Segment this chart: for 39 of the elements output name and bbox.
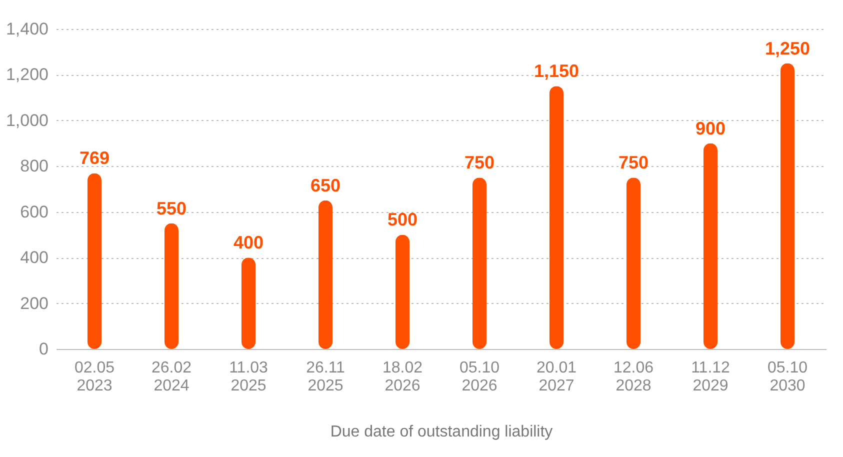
x-tick-label: 05.10 2026 — [459, 360, 500, 394]
bar — [164, 223, 178, 349]
data-label: 550 — [156, 198, 187, 218]
y-tick-label: 0 — [39, 340, 48, 358]
x-tick-label: 18.02 2026 — [382, 360, 423, 394]
data-label: 1,150 — [534, 61, 580, 82]
y-tick-label: 1,200 — [6, 65, 48, 84]
x-tick-label: 26.02 2024 — [151, 360, 192, 394]
data-label: 650 — [310, 175, 341, 196]
data-label: 769 — [79, 148, 110, 168]
x-axis-title: Due date of outstanding liability — [330, 424, 553, 440]
bar — [780, 63, 794, 349]
bar — [318, 200, 332, 349]
bar — [472, 178, 486, 349]
data-label: 900 — [695, 118, 726, 138]
x-tick-label: 11.12 2029 — [691, 360, 730, 394]
x-tick-label: 12.06 2028 — [613, 360, 654, 394]
x-tick-label: 11.03 2025 — [229, 360, 268, 394]
y-tick-label: 1,000 — [6, 110, 48, 130]
bar — [396, 234, 410, 349]
data-label: 750 — [618, 152, 649, 173]
data-label: 1,250 — [764, 38, 810, 58]
bar — [88, 173, 102, 349]
bar — [550, 86, 564, 349]
y-tick-label: 800 — [20, 156, 48, 176]
bar — [626, 178, 640, 349]
bar — [242, 258, 256, 349]
x-tick-label: 02.05 2023 — [74, 360, 115, 394]
y-tick-label: 400 — [20, 248, 48, 268]
data-label: 500 — [387, 210, 418, 230]
x-tick-label: 05.10 2030 — [767, 360, 808, 394]
x-tick-label: 26.11 2025 — [306, 360, 346, 394]
y-tick-label: 1,400 — [6, 20, 48, 38]
y-tick-label: 600 — [20, 202, 48, 222]
y-tick-label: 200 — [20, 294, 48, 313]
x-tick-label: 20.01 2027 — [536, 360, 577, 394]
data-label: 400 — [233, 232, 264, 253]
bar — [704, 143, 718, 349]
data-label: 750 — [464, 152, 495, 173]
